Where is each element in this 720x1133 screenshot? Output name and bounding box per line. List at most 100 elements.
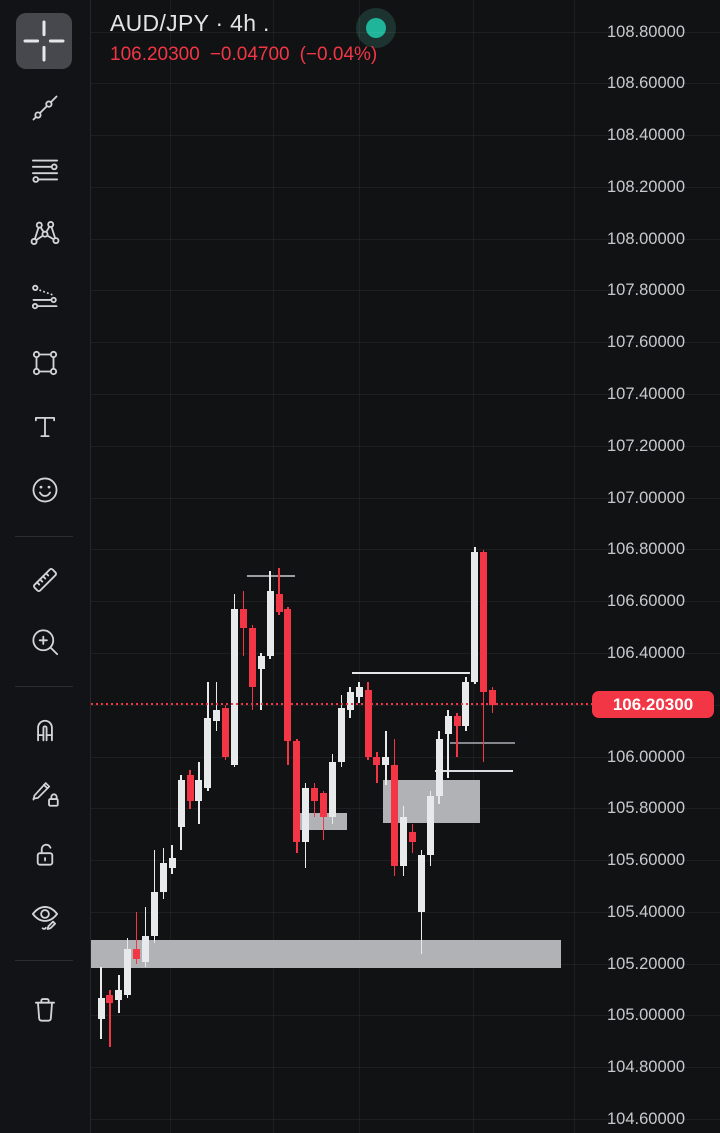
candle-body — [177, 780, 185, 827]
candle-wick — [278, 567, 280, 615]
price-axis-label: 106.00000 — [607, 747, 685, 766]
price-axis-label: 107.20000 — [607, 436, 685, 455]
candle-body — [159, 863, 167, 892]
price-gridline — [91, 549, 720, 551]
price-gridline — [91, 497, 720, 499]
candle-body — [364, 689, 372, 757]
price-gridline — [91, 911, 720, 913]
price-axis-label: 104.80000 — [607, 1058, 685, 1077]
chart-header: AUD/JPY · 4h . 106.20300 −0.04700 (−0.04%) — [110, 10, 387, 66]
candle-body — [186, 775, 194, 802]
forecast-icon — [31, 284, 58, 310]
horizontal-line-10632[interactable] — [352, 671, 470, 674]
candle-body — [480, 552, 488, 693]
candle-body — [328, 762, 336, 817]
candle-body — [426, 795, 434, 856]
price-axis-label: 108.40000 — [607, 126, 685, 145]
market-status-icon[interactable] — [356, 8, 396, 48]
trend-line-button[interactable] — [0, 80, 90, 136]
candle-body — [213, 710, 221, 721]
candle-wick — [135, 912, 138, 965]
candle-body — [133, 948, 141, 959]
remove-drawings-button[interactable] — [0, 982, 90, 1038]
magnet-icon — [37, 719, 53, 742]
candle-body — [231, 609, 238, 765]
zoom-in-button[interactable] — [0, 614, 90, 670]
candle-wick — [447, 710, 449, 778]
toolbar-separator — [90, 0, 91, 1133]
price-axis-label: 105.20000 — [607, 954, 685, 973]
candle-wick — [260, 653, 262, 711]
price-gridline — [91, 83, 720, 85]
price-axis-label: 107.40000 — [607, 385, 685, 403]
price-axis-label: 105.40000 — [607, 902, 685, 921]
candle-body — [204, 718, 212, 789]
price-axis-label: 107.80000 — [607, 281, 685, 300]
symbol-title[interactable]: AUD/JPY · 4h . — [110, 10, 270, 36]
ruler-button[interactable] — [0, 552, 90, 608]
demand-zone-lower[interactable] — [91, 939, 561, 969]
candle-body — [248, 627, 256, 688]
candle-body — [97, 997, 105, 1019]
candle-body — [115, 990, 123, 1001]
candle-body — [222, 707, 230, 757]
price-gridline — [91, 756, 720, 758]
crosshair-button[interactable] — [16, 13, 72, 69]
drawing-lock-button[interactable] — [0, 765, 90, 821]
price-axis-label: 108.00000 — [607, 229, 685, 248]
horizontal-line-10670[interactable] — [247, 574, 295, 577]
candle-body — [293, 741, 301, 843]
candle-wick — [215, 681, 218, 732]
price-gridline — [91, 1119, 720, 1120]
price-gridline — [91, 652, 720, 654]
magnet-button[interactable] — [0, 702, 90, 758]
lock-button[interactable] — [0, 827, 90, 883]
price-gridline — [91, 186, 720, 188]
price-axis-label: 108.20000 — [607, 177, 685, 196]
price-change-row: 106.20300 −0.04700 (−0.04%) — [110, 44, 387, 66]
candle-body — [489, 689, 497, 706]
horizontal-lines-button[interactable] — [0, 142, 90, 198]
candle-wick — [456, 712, 458, 757]
price-axis-label: 104.60000 — [607, 1110, 685, 1128]
price-gridline — [91, 1015, 720, 1017]
candle-body — [355, 687, 363, 698]
drawing-toolbar — [0, 0, 90, 1133]
candle-wick — [109, 990, 111, 1047]
trash-icon — [34, 998, 56, 1022]
price-axis-label: 105.00000 — [607, 1006, 685, 1025]
price-gridline — [91, 394, 720, 395]
price-gridline — [91, 601, 720, 603]
time-gridline — [359, 0, 360, 1133]
hide-drawings-button[interactable] — [0, 889, 90, 945]
text-button[interactable] — [0, 399, 90, 455]
price-gridline — [91, 135, 720, 137]
horizontal-line-10605[interactable] — [450, 741, 515, 744]
current-price-line — [91, 703, 592, 706]
candle-body — [302, 788, 310, 843]
horizontal-line-10594[interactable] — [435, 770, 513, 773]
xabcd-pattern-button[interactable] — [0, 205, 90, 261]
price-gridline — [91, 445, 720, 447]
price-axis-label: 105.80000 — [607, 799, 685, 818]
price-axis-label: 107.00000 — [607, 488, 685, 507]
candle-body — [391, 764, 399, 866]
candle-body — [320, 793, 327, 817]
price-change-percent: (−0.04%) — [299, 44, 378, 65]
candle-body — [471, 552, 479, 682]
emoji-button[interactable] — [0, 462, 90, 518]
candle-body — [150, 891, 158, 936]
candle-body — [346, 692, 354, 711]
emoji-icon — [32, 477, 58, 503]
time-gridline — [170, 0, 171, 1133]
price-axis-label: 107.60000 — [607, 333, 685, 352]
forecast-button[interactable] — [0, 269, 90, 325]
candle-body — [373, 757, 381, 765]
time-gridline — [273, 0, 274, 1133]
rectangle-button[interactable] — [0, 335, 90, 391]
market-status-dot — [366, 18, 386, 38]
candle-body — [337, 707, 345, 763]
candle-body — [311, 788, 319, 801]
